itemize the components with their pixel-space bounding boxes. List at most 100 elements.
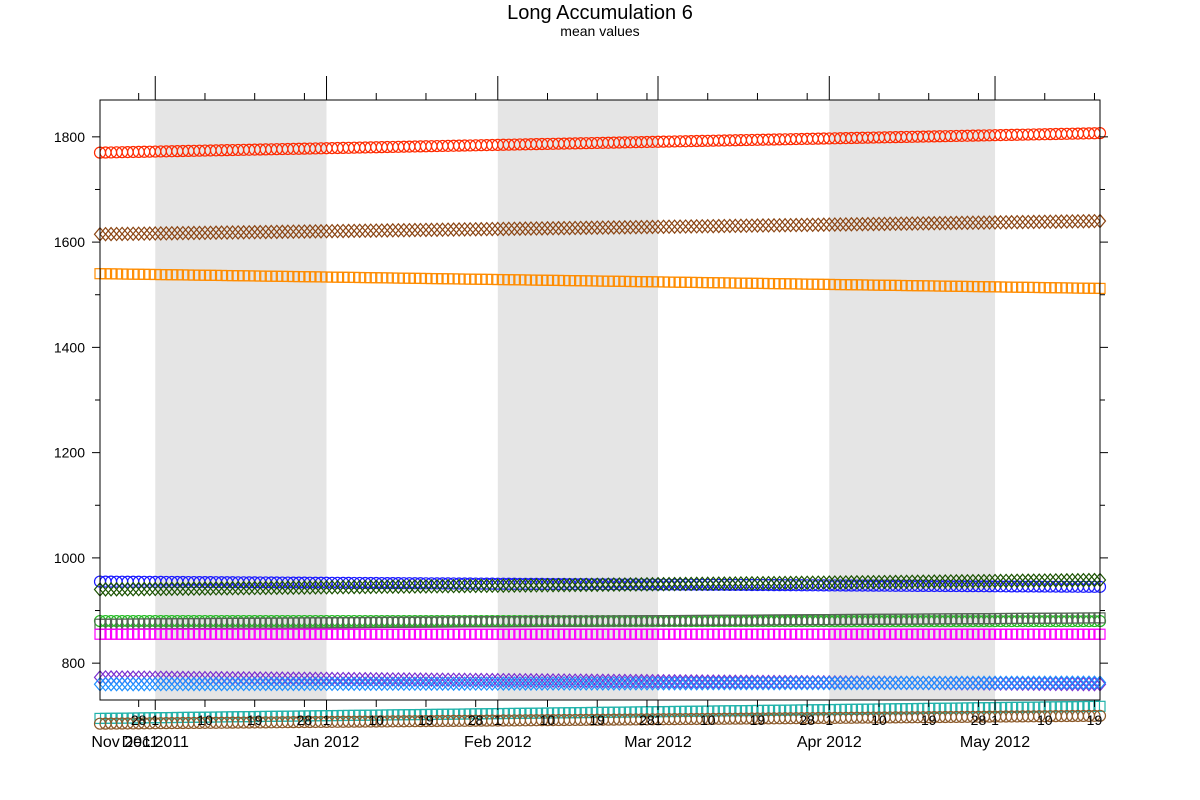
data-point xyxy=(800,575,814,591)
data-point xyxy=(276,224,289,240)
data-point xyxy=(524,672,538,688)
data-point xyxy=(994,573,1007,589)
data-point xyxy=(861,675,875,691)
data-point xyxy=(110,226,123,242)
data-point xyxy=(767,675,781,691)
data-point xyxy=(999,214,1013,230)
data-point xyxy=(944,675,958,691)
data-point xyxy=(607,675,621,691)
data-point xyxy=(889,675,902,691)
data-point xyxy=(314,676,328,692)
data-point xyxy=(695,675,709,691)
data-point xyxy=(452,578,466,594)
data-point xyxy=(651,675,665,691)
data-point xyxy=(104,226,118,242)
data-point xyxy=(811,675,825,691)
data-point xyxy=(209,676,223,692)
data-point xyxy=(270,580,284,596)
y-tick-label: 800 xyxy=(62,655,86,671)
data-point xyxy=(121,676,134,692)
data-point xyxy=(104,676,118,692)
x-tick-label: 10 xyxy=(368,712,384,728)
data-point xyxy=(988,215,1002,230)
data-point xyxy=(806,575,819,591)
data-point xyxy=(1077,676,1090,692)
data-point xyxy=(519,672,532,688)
data-point xyxy=(618,675,632,691)
x-tick-label: 1 xyxy=(825,712,833,728)
data-point xyxy=(270,224,284,240)
data-point xyxy=(673,576,687,592)
data-point xyxy=(878,216,891,232)
x-tick-label: 1 xyxy=(991,712,999,728)
data-point xyxy=(331,671,344,687)
data-point xyxy=(1093,709,1107,722)
data-point xyxy=(425,672,438,688)
data-point xyxy=(834,675,847,691)
data-point xyxy=(375,579,389,595)
data-point xyxy=(248,676,261,692)
data-point xyxy=(226,676,239,692)
data-point xyxy=(673,675,687,691)
data-point xyxy=(585,220,598,236)
data-point xyxy=(839,216,853,232)
data-point xyxy=(574,220,587,236)
data-point xyxy=(1032,676,1046,692)
data-point xyxy=(358,579,372,595)
x-tick-label: 28 xyxy=(297,712,313,728)
data-point xyxy=(1010,214,1024,230)
data-point xyxy=(640,576,654,592)
data-point xyxy=(292,224,306,240)
data-point xyxy=(281,580,295,596)
data-point xyxy=(397,676,411,692)
data-point xyxy=(480,221,494,237)
data-point xyxy=(983,215,996,230)
data-point xyxy=(646,675,659,691)
data-point xyxy=(264,224,278,240)
data-point xyxy=(927,675,941,691)
data-point xyxy=(126,676,140,692)
data-point xyxy=(1021,676,1035,692)
data-point xyxy=(137,581,151,597)
data-point xyxy=(789,675,803,691)
data-point xyxy=(408,579,422,594)
x-tick-label: 28 xyxy=(971,712,987,728)
data-point xyxy=(784,675,797,691)
x-tick-label: 19 xyxy=(589,712,605,728)
data-point xyxy=(253,676,267,692)
data-point xyxy=(541,676,554,691)
y-tick-label: 1200 xyxy=(54,445,85,461)
data-point xyxy=(253,224,267,240)
data-point xyxy=(414,222,427,238)
data-point xyxy=(729,576,742,591)
data-point xyxy=(679,675,692,691)
data-point xyxy=(927,574,941,589)
data-point xyxy=(657,576,670,592)
data-point xyxy=(822,217,836,233)
data-point xyxy=(452,672,466,688)
data-point xyxy=(900,216,913,232)
data-point xyxy=(789,674,803,690)
data-point xyxy=(358,223,372,239)
data-point xyxy=(513,676,527,691)
data-point xyxy=(1043,676,1057,692)
data-point xyxy=(701,576,715,592)
data-point xyxy=(237,580,250,596)
data-point xyxy=(369,676,383,692)
data-point xyxy=(602,577,615,593)
data-point xyxy=(579,577,593,593)
series xyxy=(94,628,1106,640)
data-point xyxy=(1082,676,1096,692)
data-point xyxy=(458,221,471,237)
data-point xyxy=(364,671,378,687)
data-point xyxy=(679,219,692,234)
y-tick-label: 1800 xyxy=(54,129,85,145)
data-point xyxy=(209,580,223,596)
data-point xyxy=(651,219,665,235)
data-point xyxy=(1060,675,1074,691)
data-point xyxy=(281,676,295,692)
data-point xyxy=(1071,676,1085,692)
data-point xyxy=(430,222,444,238)
data-point xyxy=(148,676,162,692)
data-point xyxy=(822,675,836,691)
